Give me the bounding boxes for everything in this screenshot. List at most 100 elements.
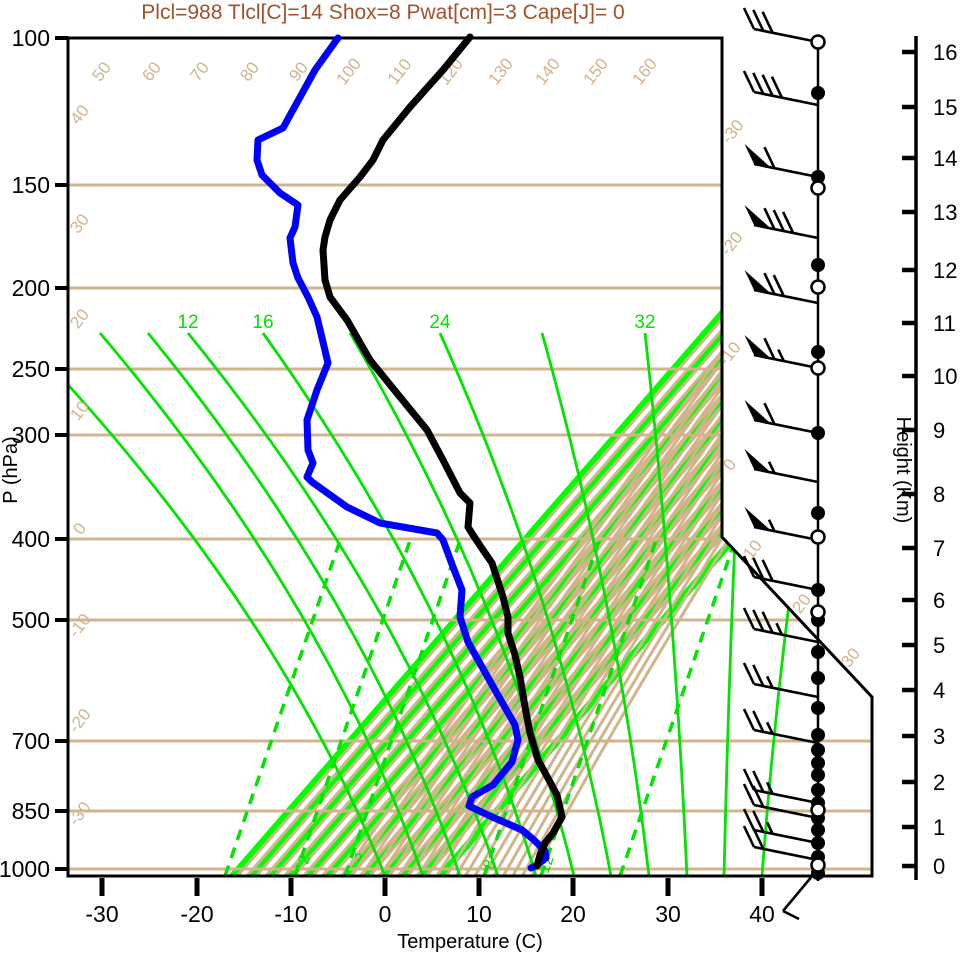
wind-barb-full — [752, 810, 765, 833]
mixing-ratio-line — [343, 534, 464, 876]
wind-level-dot — [811, 86, 825, 100]
wind-barb-full — [772, 209, 785, 232]
temperature-tick-label: 10 — [466, 901, 492, 927]
wind-barb-full — [742, 662, 756, 685]
wind-barb-pennant — [744, 335, 771, 359]
wind-barb-full — [781, 211, 795, 234]
pressure-tick-label: 500 — [12, 607, 50, 633]
wind-barb-shaft — [753, 353, 819, 370]
wind-barb-shaft — [753, 728, 819, 745]
wind-level-dot — [811, 258, 825, 272]
wind-barb-shaft — [753, 27, 819, 44]
height-tick-label: 14 — [933, 146, 957, 171]
pressure-axis-title: P (hPa) — [0, 436, 22, 503]
wind-barb-full — [763, 402, 776, 425]
wind-barb-half — [765, 721, 774, 735]
dry-adiabat-label: 100 — [332, 55, 364, 89]
dry-adiabat-line — [388, 38, 872, 876]
temperature-tick-label: 40 — [749, 901, 775, 927]
wind-barb-full — [752, 785, 765, 808]
moist-adiabat-line — [68, 332, 387, 876]
height-tick-label: 6 — [933, 588, 945, 613]
isotherm-line — [274, 38, 872, 876]
moist-adiabat-label: 24 — [429, 312, 451, 333]
height-tick-label: 16 — [933, 40, 957, 65]
wind-barb-full — [742, 825, 756, 848]
moist-adiabat-line — [348, 332, 576, 876]
wind-barb-shaft — [753, 525, 819, 542]
wind-level-dot — [811, 728, 825, 742]
dry-adiabat-label: 10 — [66, 397, 93, 424]
wind-level-circle — [810, 604, 826, 620]
moist-adiabat-line — [722, 332, 747, 876]
wind-barb-shaft — [753, 90, 819, 107]
wind-barb-full — [752, 664, 765, 687]
wind-level-circle — [810, 360, 826, 376]
wind-barb-full — [742, 70, 756, 93]
wind-barb-shaft — [753, 627, 819, 644]
wind-barb-pennant — [744, 144, 771, 168]
isotherm-label: 30 — [837, 644, 864, 671]
wind-barb-shaft — [753, 418, 819, 435]
temperature-tick-label: 20 — [560, 901, 586, 927]
temperature-tick-label: 30 — [655, 901, 681, 927]
wind-barb-pennant — [744, 507, 771, 531]
height-tick-label: 7 — [933, 536, 945, 561]
dry-adiabat-label: 0 — [69, 519, 90, 538]
wind-barb-shaft — [753, 288, 819, 305]
wind-barb-shaft — [753, 845, 819, 862]
dry-adiabat-label: 140 — [531, 55, 563, 89]
dewpoint-curve — [253, 34, 550, 872]
wind-level-dot — [811, 506, 825, 520]
moist-adiabat-label: 12 — [177, 312, 198, 333]
wind-level-dot — [811, 426, 825, 440]
wind-barb-pennant — [744, 400, 771, 424]
height-tick-label: 8 — [933, 482, 945, 507]
wind-barb-full — [752, 827, 765, 850]
height-tick-label: 3 — [933, 724, 945, 749]
mixing-ratio-line — [293, 534, 414, 876]
dry-adiabat-label: 160 — [628, 55, 660, 89]
moist-adiabat-label: 32 — [634, 312, 655, 333]
dry-adiabat-label: 30 — [66, 210, 93, 237]
mixing-ratio-line — [223, 534, 344, 876]
green-isotherm-band — [341, 38, 872, 876]
dry-adiabat-label: 150 — [579, 55, 611, 89]
height-tick-label: 0 — [933, 854, 945, 879]
wind-barb-full — [752, 770, 765, 793]
sounding-curves — [253, 33, 566, 872]
dry-adiabat-label: 20 — [66, 305, 93, 332]
chart-title: Plcl=988 Tlcl[C]=14 Shox=8 Pwat[cm]=3 Ca… — [141, 1, 625, 24]
wind-level-dot — [811, 783, 825, 797]
height-tick-label: 10 — [933, 364, 957, 389]
wind-level-dot — [811, 170, 825, 184]
wind-barb-half — [767, 519, 776, 532]
wind-level-dot — [811, 701, 825, 715]
isotherm-line — [283, 38, 872, 876]
moist-adiabat-line — [438, 332, 613, 876]
moist-adiabat-line — [98, 332, 425, 876]
moist-adiabat-line — [540, 332, 651, 876]
temperature-tick-label: 0 — [379, 901, 392, 927]
wind-level-circle — [810, 34, 826, 50]
wind-barb-half — [777, 348, 785, 362]
pressure-tick-label: 100 — [12, 25, 50, 51]
wind-barb-full — [752, 557, 765, 580]
wind-barb-half — [775, 622, 784, 636]
wind-barb-full — [772, 274, 785, 297]
wind-barb-full — [782, 909, 800, 921]
wind-barb-shaft — [753, 575, 819, 592]
wind-barb-half — [765, 781, 774, 795]
wind-barb-full — [770, 76, 784, 99]
wind-barb-full — [752, 9, 765, 32]
wind-barb-pennant — [744, 449, 771, 473]
moist-adiabat-line — [643, 332, 689, 876]
wind-barb-full — [752, 72, 765, 95]
isotherm-line — [330, 38, 872, 876]
wind-barb-shaft — [753, 682, 819, 699]
pressure-tick-label: 250 — [12, 356, 50, 382]
wind-barb-full — [742, 808, 756, 831]
temperature-tick-label: -20 — [180, 901, 213, 927]
